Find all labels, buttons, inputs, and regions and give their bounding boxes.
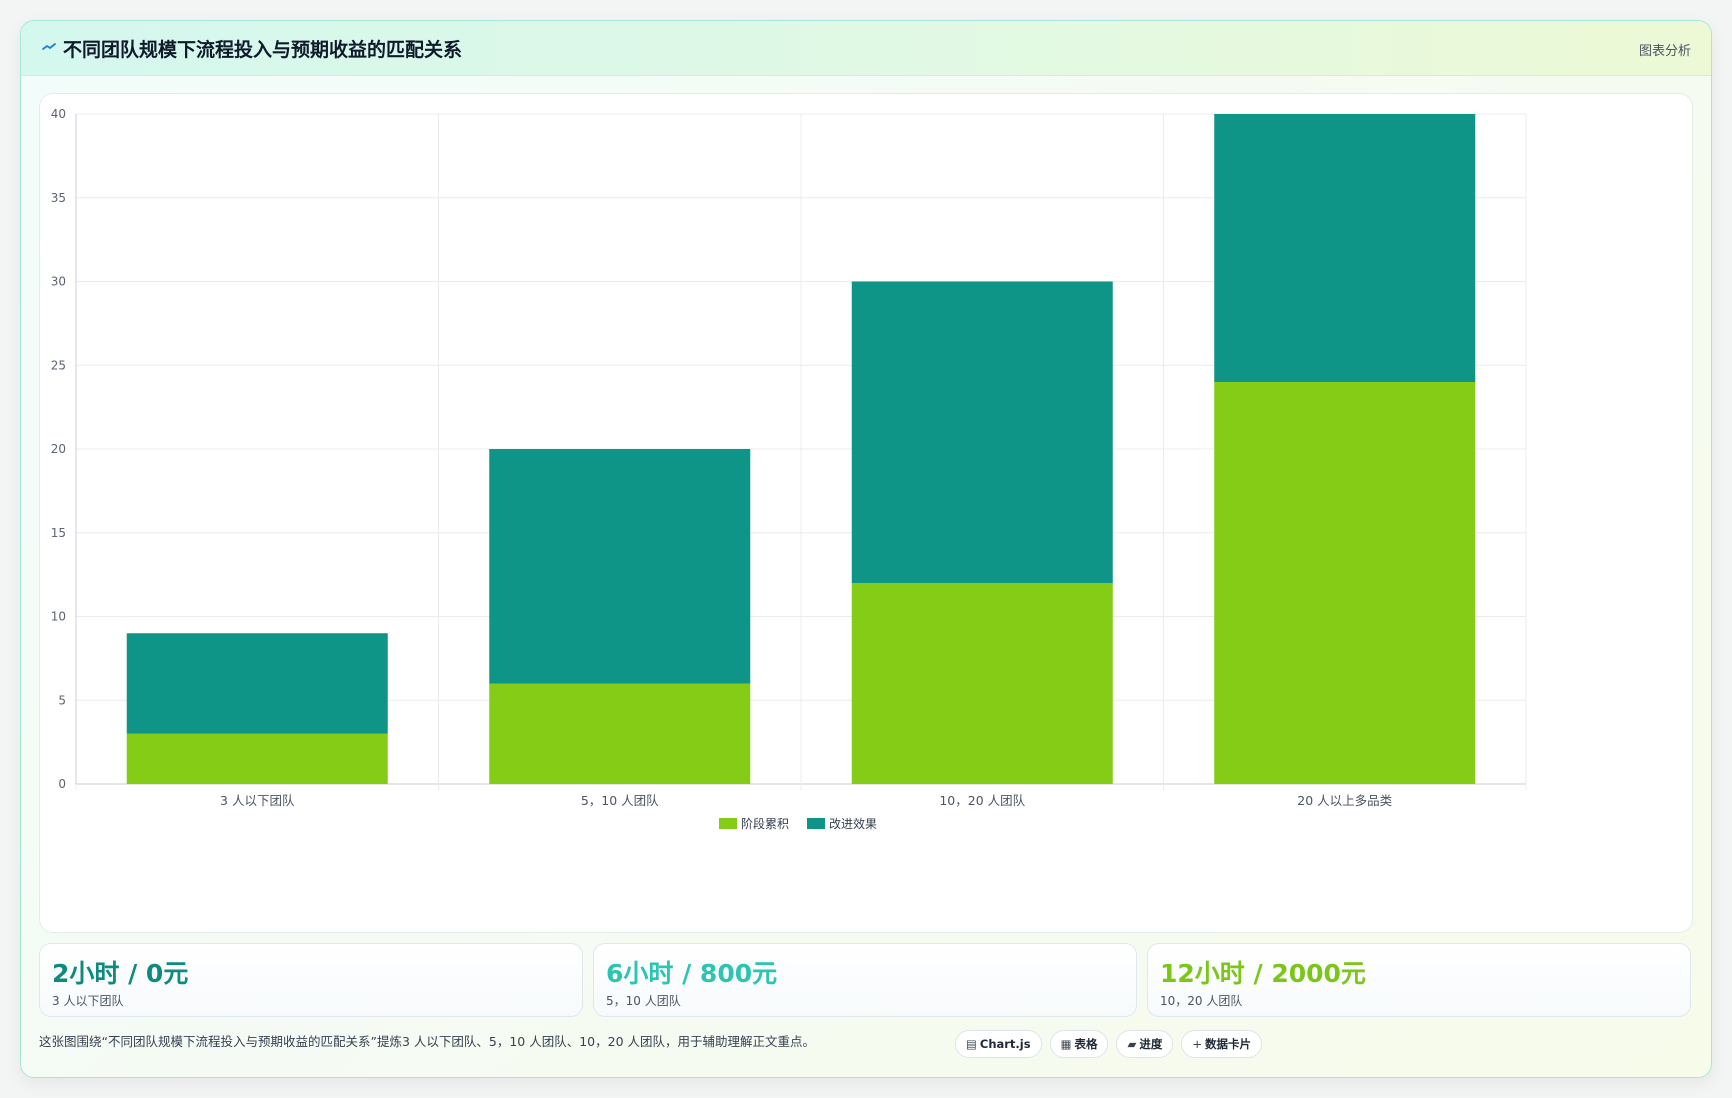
stat-label: 5，10 人团队 [606,994,681,1008]
chart-card: 不同团队规模下流程投入与预期收益的匹配关系 图表分析 0 5 10 15 20 25 30 3… [20,20,1712,1078]
chip-table[interactable]: ▦ 表格 [1049,1030,1109,1058]
y-tick-label: 40 [51,107,66,121]
chip-label: 表格 [1074,1037,1098,1051]
y-tick-label: 35 [51,191,66,205]
y-tick-label: 25 [51,358,66,372]
bar-segment [851,281,1113,583]
stat-card: 12小时 / 2000元 10，20 人团队 [1147,943,1691,1017]
stat-cards: 2小时 / 0元 3 人以下团队 6小时 / 800元 5，10 人团队 12小… [39,943,1691,1017]
stat-card: 2小时 / 0元 3 人以下团队 [39,943,583,1017]
stat-card: 6小时 / 800元 5，10 人团队 [593,943,1137,1017]
chart-analysis-tag[interactable]: 图表分析 [1638,44,1691,59]
table-icon: ▦ [1060,1037,1072,1051]
chart-icon: ▤ [966,1037,977,1051]
chart-panel: 0 5 10 15 20 25 30 35 40 3 人以下团队 5，10 人团队 10，20 人团队… [39,93,1693,933]
stat-label: 10，20 人团队 [1160,994,1243,1008]
stat-value: 2小时 / 0元 [52,959,189,988]
x-tick-label: 10，20 人团队 [939,793,1025,808]
plus-icon: + [1192,1037,1202,1051]
bar-segment [1214,114,1476,382]
y-tick-label: 0 [58,777,66,791]
chip-label: 进度 [1139,1037,1163,1051]
legend-label: 改进效果 [829,816,877,831]
bar-segment [489,449,751,684]
bar-segment [126,633,388,734]
bar-segment [851,583,1113,784]
y-tick-label: 10 [51,610,66,624]
x-tick-label: 3 人以下团队 [220,793,295,808]
y-tick-label: 20 [51,442,66,456]
card-header: 不同团队规模下流程投入与预期收益的匹配关系 图表分析 [21,21,1711,76]
chart-caption: 这张图围绕“不同团队规模下流程投入与预期收益的匹配关系”提炼3 人以下团队、5，… [39,1034,815,1049]
stacked-bar-chart: 0 5 10 15 20 25 30 35 40 3 人以下团队 5，10 人团队 10，20 人团队… [51,107,1527,831]
chip-data-card[interactable]: + 数据卡片 [1181,1030,1262,1058]
x-tick-label: 20 人以上多品类 [1297,793,1392,808]
y-tick-label: 5 [58,693,66,707]
stat-value: 12小时 / 2000元 [1160,959,1366,988]
trend-icon [42,43,56,50]
legend-swatch [807,818,825,829]
bar-segment [1214,382,1476,784]
bar-segment [126,733,388,784]
chip-label: 数据卡片 [1204,1037,1251,1051]
bar-segment [489,683,751,784]
x-tick-label: 5，10 人团队 [581,793,659,808]
y-tick-label: 30 [51,275,66,289]
chip-chartjs[interactable]: ▤ Chart.js [955,1030,1042,1058]
y-tick-label: 15 [51,526,66,540]
chip-list: ▤ Chart.js ▦ 表格 ▰ 进度 + 数据卡片 [955,1030,1270,1058]
chart-title: 不同团队规模下流程投入与预期收益的匹配关系 [63,39,463,61]
legend-label: 阶段累积 [741,816,789,831]
stat-label: 3 人以下团队 [52,994,124,1008]
chip-progress[interactable]: ▰ 进度 [1116,1030,1174,1058]
chip-label: Chart.js [979,1037,1031,1051]
progress-icon: ▰ [1127,1037,1137,1051]
stat-value: 6小时 / 800元 [606,959,778,988]
legend-swatch [719,818,737,829]
